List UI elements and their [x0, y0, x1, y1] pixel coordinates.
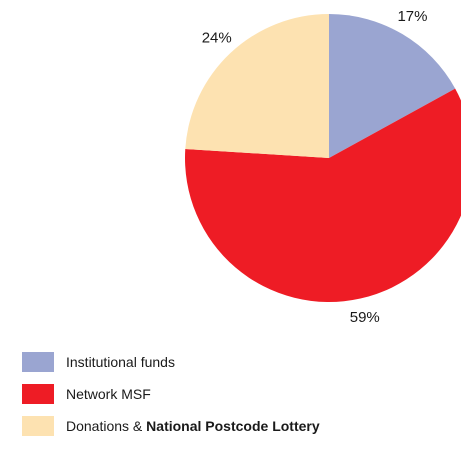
legend-swatch-donations [22, 416, 54, 436]
legend-label-institutional-funds: Institutional funds [66, 354, 175, 370]
legend-label-donations: Donations & National Postcode Lottery [66, 416, 320, 436]
pie-label-network-msf: 59% [350, 309, 380, 326]
legend: Institutional funds Network MSF Donation… [22, 352, 452, 448]
pie-label-donations-national-postcode-lottery: 24% [202, 29, 232, 46]
legend-item-donations: Donations & National Postcode Lottery [22, 416, 452, 436]
pie-slice-donations-national-postcode-lottery [185, 14, 329, 158]
legend-label-donations-bold: National Postcode Lottery [146, 418, 320, 434]
pie-slice-institutional-funds [329, 14, 456, 158]
pie-chart: 17% 59% 24% [185, 8, 461, 326]
legend-swatch-network-msf [22, 384, 54, 404]
legend-label-donations-prefix: Donations & [66, 418, 147, 434]
pie-slice-network-msf [185, 88, 461, 302]
legend-label-network-msf: Network MSF [66, 386, 151, 402]
legend-swatch-institutional-funds [22, 352, 54, 372]
legend-item-institutional-funds: Institutional funds [22, 352, 452, 372]
pie-label-institutional-funds: 17% [397, 8, 427, 25]
legend-item-network-msf: Network MSF [22, 384, 452, 404]
pie-labels: 17% 59% 24% [202, 8, 428, 326]
pie-slices [185, 14, 461, 302]
